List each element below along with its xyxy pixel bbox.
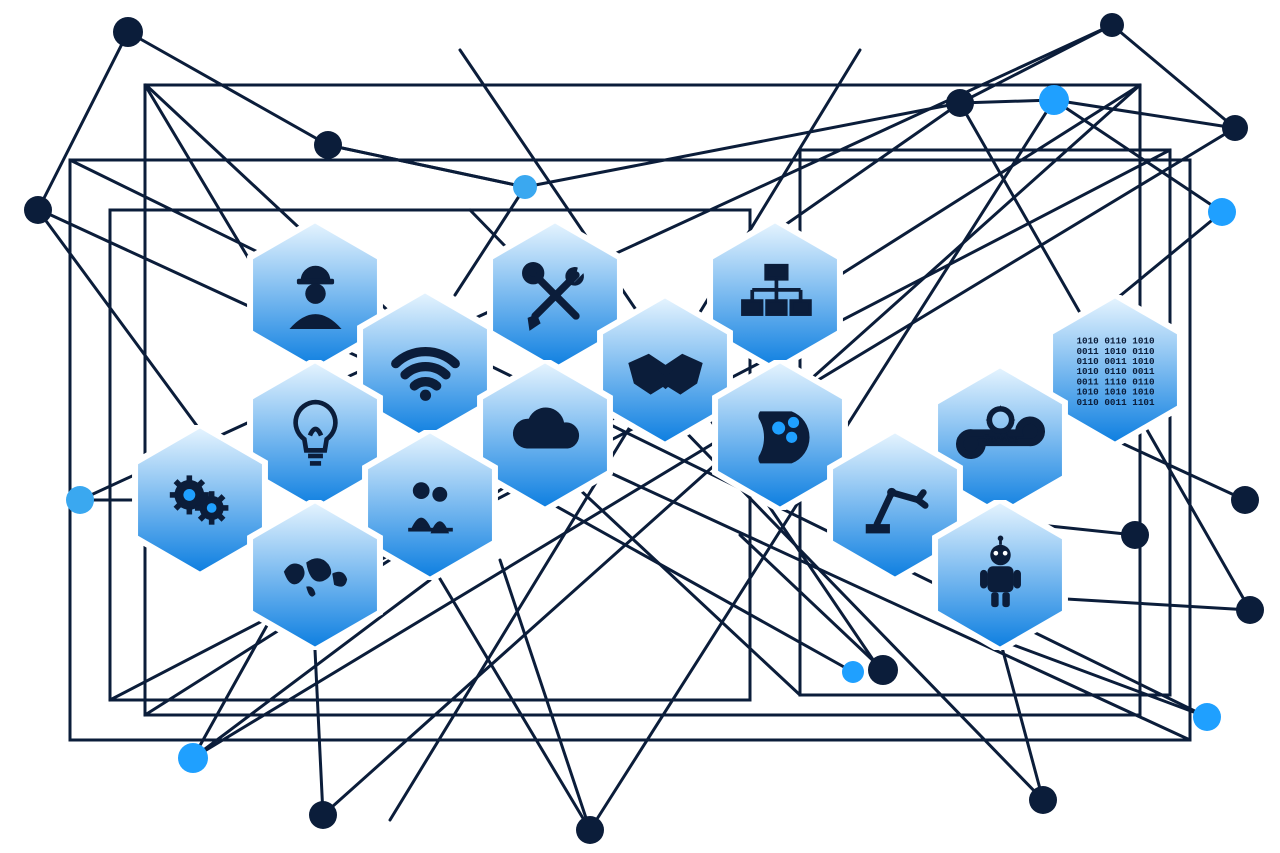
hex-worldmap <box>240 500 390 650</box>
hex-robot <box>925 500 1075 650</box>
node-circle-11 <box>1231 486 1259 514</box>
node-circle-0 <box>113 17 143 47</box>
node-circle-18 <box>576 816 604 844</box>
node-circle-1 <box>314 131 342 159</box>
node-circle-4 <box>1039 85 1069 115</box>
node-circle-16 <box>178 743 208 773</box>
node-circle-15 <box>842 661 864 683</box>
svg-text:Service: Service <box>982 431 1019 445</box>
node-circle-10 <box>1121 521 1149 549</box>
node-circle-9 <box>1208 198 1236 226</box>
node-circle-7 <box>24 196 52 224</box>
node-circle-3 <box>946 89 974 117</box>
node-circle-17 <box>309 801 337 829</box>
node-circle-14 <box>868 655 898 685</box>
robot-icon <box>925 500 1075 650</box>
node-circle-5 <box>1222 115 1248 141</box>
node-circle-2 <box>513 175 537 199</box>
network-diagram: 1010 0110 1010 0011 1010 0110 0110 0011 … <box>0 0 1280 853</box>
node-circle-19 <box>1029 786 1057 814</box>
worldmap-icon <box>240 500 390 650</box>
node-circle-8 <box>66 486 94 514</box>
node-circle-13 <box>1193 703 1221 731</box>
node-circle-6 <box>1100 13 1124 37</box>
node-circle-12 <box>1236 596 1264 624</box>
